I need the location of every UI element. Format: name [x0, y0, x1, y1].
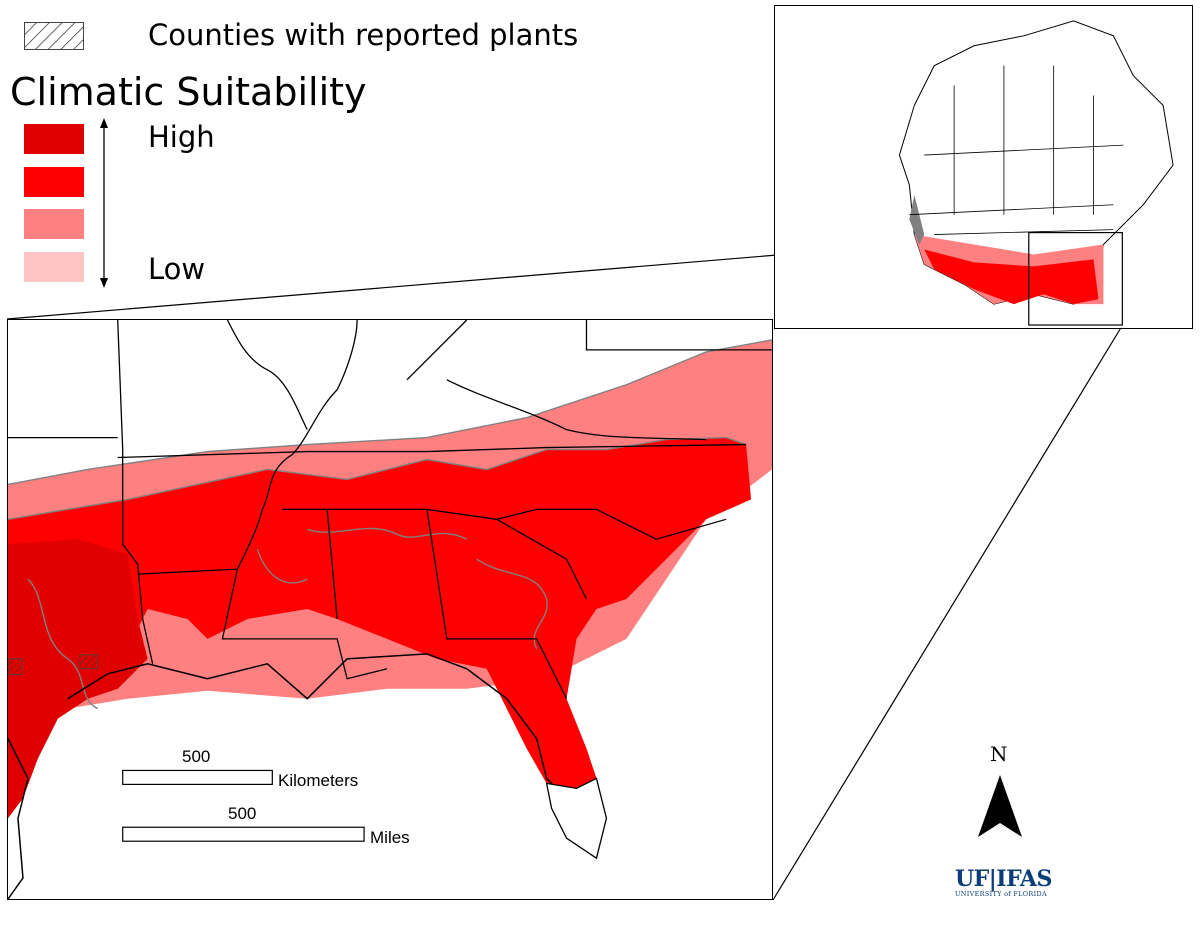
scale-bar-mi [122, 826, 365, 842]
suitability-high-region [8, 437, 752, 789]
legend-title: Climatic Suitability [10, 70, 367, 114]
logo-sub-text: UNIVERSITY of FLORIDA [955, 890, 1047, 898]
inset-extent-box [1028, 231, 1123, 326]
north-letter: N [990, 742, 1008, 766]
legend-hatch-label: Counties with reported plants [148, 18, 579, 52]
logo-main-text: UF|IFAS [955, 866, 1052, 892]
swatch-medium [24, 209, 84, 239]
main-map[interactable] [7, 319, 773, 900]
scale-bar-km [122, 769, 273, 785]
inset-map-north-america[interactable] [774, 5, 1193, 329]
north-arrow-icon [978, 775, 1022, 837]
swatch-low [24, 252, 84, 282]
scale-km-value: 500 [182, 747, 211, 766]
scale-mi-value: 500 [228, 804, 257, 823]
suitability-very-high-region [8, 539, 148, 819]
swatch-very-high [24, 124, 84, 154]
legend-high-label: High [148, 120, 215, 154]
swatch-high [24, 167, 84, 197]
scale-mi-unit: Miles [370, 828, 410, 847]
scale-km-unit: Kilometers [278, 771, 359, 790]
uf-ifas-logo: UF|IFAS UNIVERSITY of FLORIDA [955, 866, 1052, 898]
hatch-swatch-icon [24, 22, 84, 50]
legend-low-label: Low [148, 252, 206, 286]
double-arrow-icon [100, 118, 108, 288]
